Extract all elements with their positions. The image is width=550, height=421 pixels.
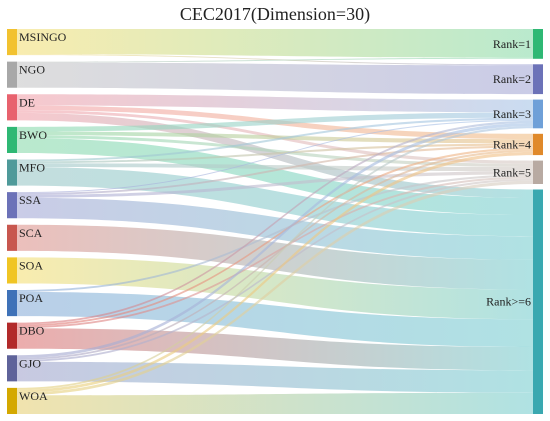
link-ngo-to-rank-1	[17, 57, 533, 63]
target-label-rank-2: Rank=2	[493, 72, 531, 86]
link-dbo-to-rank-4	[17, 147, 533, 327]
source-node-msingo	[7, 29, 17, 56]
source-node-woa	[7, 387, 17, 414]
target-node-rank-5	[533, 160, 543, 184]
link-ngo-to-rank-2	[17, 62, 533, 95]
target-node-rank-1	[533, 29, 543, 59]
link-mfo-to-rank-4	[17, 143, 533, 164]
source-node-ngo	[7, 61, 17, 88]
link-gjo-to-rank-5	[17, 178, 533, 362]
source-label-gjo: GJO	[19, 356, 41, 370]
link-ssa-to-rank-3	[17, 119, 533, 194]
link-de-to-rank-3	[17, 94, 533, 113]
link-gjo-to-rank-6	[17, 361, 533, 393]
link-poa-to-rank-5	[17, 174, 533, 292]
link-ssa-to-rank-5	[17, 171, 533, 198]
link-de-to-rank-6	[17, 112, 533, 199]
source-node-bwo	[7, 126, 17, 153]
link-dbo-to-rank-5	[17, 176, 533, 329]
source-label-msingo: MSINGO	[19, 30, 67, 44]
target-label-rank-3: Rank=3	[493, 107, 531, 121]
source-label-bwo: BWO	[19, 128, 47, 142]
target-label-rank-1: Rank=1	[493, 37, 531, 51]
link-bwo-to-rank-4	[17, 131, 533, 144]
source-node-gjo	[7, 355, 17, 382]
chart-title: CEC2017(Dimension=30)	[179, 4, 371, 24]
link-bwo-to-rank-6	[17, 138, 533, 216]
link-gjo-to-rank-3	[17, 122, 533, 359]
source-node-sca	[7, 224, 17, 251]
link-poa-to-rank-6	[17, 291, 533, 347]
link-bwo-to-rank-3	[17, 112, 533, 132]
source-label-ssa: SSA	[19, 193, 41, 207]
source-label-sca: SCA	[19, 226, 43, 240]
target-label-rank-6: Rank>=6	[486, 295, 531, 309]
source-label-soa: SOA	[19, 258, 43, 272]
target-label-rank-4: Rank=4	[493, 137, 531, 151]
nodes-group: MSINGO NGO DE BWO MFO SSA SCA SOA POA DBO GJO WOA Ra…	[7, 29, 543, 414]
link-ssa-to-rank-4	[17, 145, 533, 195]
target-label-rank-5: Rank=5	[493, 165, 531, 179]
source-node-de	[7, 94, 17, 121]
link-woa-to-rank-3	[17, 126, 533, 390]
link-woa-to-rank-5	[17, 180, 533, 396]
link-woa-to-rank-4	[17, 151, 533, 393]
target-node-rank-6	[533, 189, 543, 414]
link-ssa-to-rank-6	[17, 197, 533, 260]
source-node-poa	[7, 290, 17, 317]
link-mfo-to-rank-3	[17, 117, 533, 162]
target-node-rank-3	[533, 99, 543, 129]
link-msingo-to-rank-1	[17, 29, 533, 58]
source-label-dbo: DBO	[19, 324, 45, 338]
link-mfo-to-rank-5	[17, 163, 533, 172]
target-node-rank-2	[533, 64, 543, 95]
link-bwo-to-rank-5	[17, 135, 533, 167]
links-group	[17, 29, 533, 414]
link-dbo-to-rank-6	[17, 328, 533, 371]
source-label-woa: WOA	[19, 389, 48, 403]
link-gjo-to-rank-4	[17, 149, 533, 360]
source-node-ssa	[7, 192, 17, 219]
source-label-de: DE	[19, 95, 35, 109]
link-mfo-to-rank-6	[17, 166, 533, 237]
source-node-soa	[7, 257, 17, 284]
source-label-poa: POA	[19, 291, 43, 305]
source-label-ngo: NGO	[19, 63, 45, 77]
target-node-rank-4	[533, 133, 543, 156]
source-label-mfo: MFO	[19, 161, 45, 175]
source-node-mfo	[7, 159, 17, 186]
link-woa-to-rank-6	[17, 392, 533, 414]
source-node-dbo	[7, 322, 17, 349]
link-dbo-to-rank-3	[17, 120, 533, 325]
